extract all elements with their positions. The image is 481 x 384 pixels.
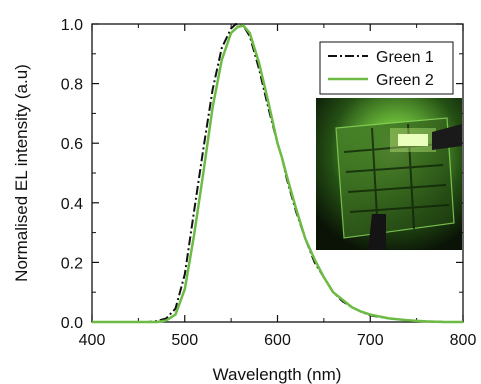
y-tick-label: 0.4 — [61, 196, 83, 213]
x-tick-label: 500 — [171, 332, 198, 349]
y-tick-label: 0.2 — [61, 255, 83, 272]
y-tick-label: 0.0 — [61, 315, 83, 332]
x-tick-label: 600 — [264, 332, 291, 349]
legend-box — [319, 41, 454, 95]
y-axis-title: Normalised EL intensity (a.u) — [12, 64, 31, 282]
legend-label-green-2: Green 2 — [376, 72, 434, 89]
spectrum-curves — [92, 23, 463, 324]
x-tick-label: 700 — [357, 332, 384, 349]
y-tick-label: 0.8 — [61, 77, 83, 94]
device-photo-inset — [316, 98, 462, 250]
inset-probe-bottom — [368, 214, 386, 250]
axis-ticks — [91, 23, 464, 323]
series-line-green-2 — [92, 24, 463, 324]
axis-tick-labels: 400 500 600 700 800 0.0 0.2 0.4 0.6 0.8 1.0 — [61, 17, 477, 349]
y-tick-label: 0.6 — [61, 136, 83, 153]
legend-label-green-1: Green 1 — [376, 49, 434, 66]
legend: Green 1 Green 2 — [319, 41, 454, 95]
inset-glow-halo — [390, 128, 436, 152]
inset-probe-top — [432, 124, 462, 150]
inset-substrate-plate — [335, 117, 455, 239]
x-axis-title: Wavelength (nm) — [213, 365, 342, 384]
y-tick-label: 1.0 — [61, 17, 83, 34]
inset-glowing-pixel — [398, 134, 428, 146]
x-tick-label: 800 — [450, 332, 477, 349]
x-tick-label: 400 — [79, 332, 106, 349]
